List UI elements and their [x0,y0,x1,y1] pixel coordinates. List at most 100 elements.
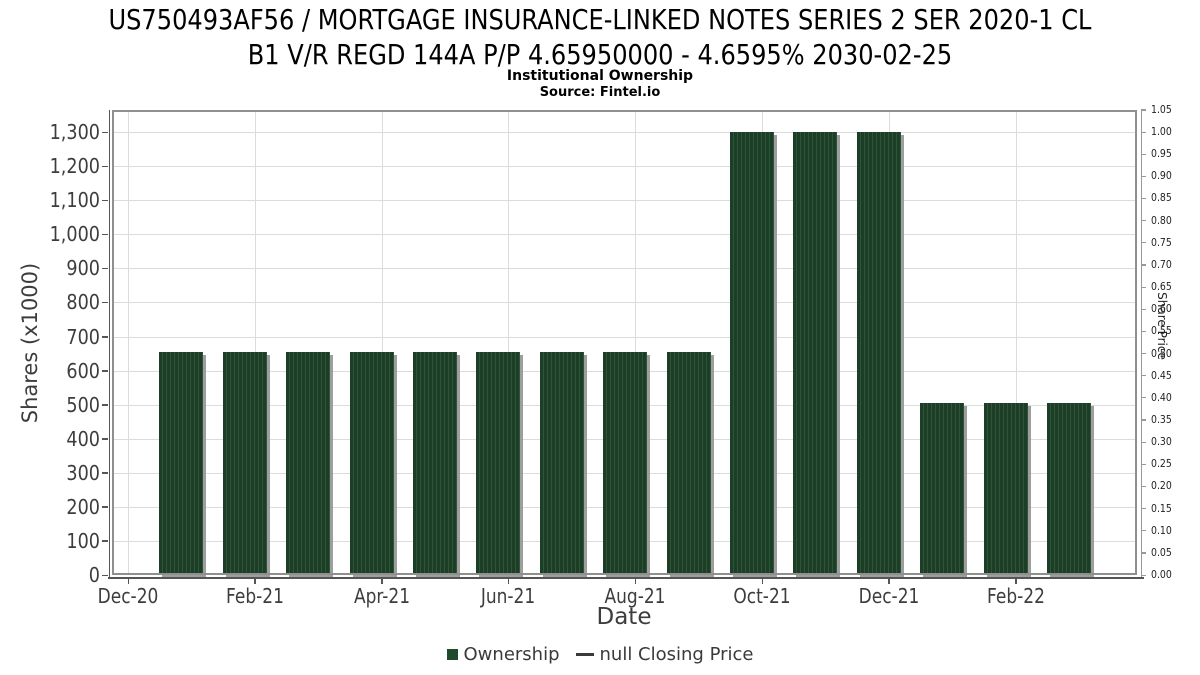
x-tick-label: Dec-20 [97,584,159,608]
right-tick-label: 0.90 [1151,169,1172,183]
left-tick [102,336,108,338]
right-tick [1141,330,1146,332]
gridline-vertical [381,110,383,575]
left-tick [102,233,108,236]
gridline-vertical [254,110,256,575]
right-tick [1141,397,1146,399]
x-tick-label: Oct-21 [733,584,791,608]
left-tick [102,540,108,542]
left-tick [102,370,108,372]
right-tick [1141,264,1146,266]
gridline-horizontal [112,302,1137,304]
right-tick [1141,375,1146,377]
left-tick [102,574,108,576]
right-tick-label: 0.95 [1151,147,1172,161]
right-tick [1141,175,1146,177]
right-tick [1141,574,1146,576]
gridline-horizontal [112,166,1137,168]
x-axis-title: Date [596,604,652,630]
x-tick-label: Feb-21 [225,584,284,608]
chart-title-line-2: B1 V/R REGD 144A P/P 4.65950000 - 4.6595… [247,38,953,71]
left-tick [102,404,108,406]
left-tick [102,438,108,440]
right-tick [1141,197,1146,200]
x-tick [634,578,637,584]
right-tick-label: 0.60 [1151,302,1172,316]
bar-feb-21 [222,351,267,575]
chart-subtitle: Institutional Ownership [506,68,694,84]
right-tick-label: 0.40 [1151,390,1172,404]
gridline-vertical [128,110,129,575]
gridline-vertical [508,110,510,575]
right-tick-label: 0.35 [1151,412,1172,426]
right-tick-label: 1.05 [1151,102,1172,116]
bar-jan-21 [159,351,204,575]
left-tick-label: 400 [66,426,100,451]
bar-jun-21 [476,351,521,575]
right-tick-label: 0.65 [1151,280,1172,294]
right-tick-label: 0.45 [1151,368,1172,382]
left-tick-label: 1,100 [49,188,100,213]
right-tick-label: 0.25 [1151,457,1172,471]
x-tick-label: Jun-21 [481,584,536,608]
right-axis-spine [1141,110,1143,577]
left-tick-label: 700 [66,324,100,349]
gridline-horizontal [112,268,1137,270]
right-tick-label: 0.50 [1151,346,1172,360]
left-tick-label: 800 [66,290,100,315]
legend-label-closing-price: null Closing Price [599,644,754,665]
left-tick-label: 300 [66,460,100,485]
gridline-vertical [635,110,637,575]
legend-item-ownership: Ownership [446,644,560,665]
gridline-horizontal [112,336,1137,338]
bar-mar-21 [286,351,331,575]
bar-jan-22 [920,402,965,575]
right-tick-label: 1.00 [1151,125,1172,138]
bar-may-21 [413,351,457,575]
right-tick [1141,308,1146,310]
bar-sep-21 [666,351,711,575]
left-tick-label: 900 [66,256,100,281]
left-tick-label: 600 [66,358,100,383]
x-tick [127,578,129,584]
right-tick [1141,286,1146,288]
left-tick-label: 200 [66,494,100,519]
x-tick [254,578,256,584]
right-tick [1141,530,1146,532]
chart-title-line-1: US750493AF56 / MORTGAGE INSURANCE-LINKED… [108,3,1092,36]
bar-mar-22 [1047,402,1091,575]
right-tick-label: 0.80 [1151,213,1172,227]
ownership-swatch-icon [446,649,458,660]
bar-feb-22 [983,402,1028,575]
bar-apr-21 [349,351,394,575]
right-tick [1141,153,1146,155]
right-tick [1141,485,1146,488]
x-tick-label: Feb-22 [986,584,1045,608]
right-tick-label: 0.75 [1151,235,1172,249]
right-tick-label: 0.15 [1151,501,1172,515]
bar-nov-21 [793,132,838,575]
x-tick-label: Dec-21 [858,584,920,608]
right-tick [1141,552,1146,554]
gridline-horizontal [112,234,1137,236]
chart-source: Source: Fintel.io [539,85,661,100]
right-tick-label: 0.10 [1151,523,1172,537]
right-tick [1141,419,1146,421]
bar-jul-21 [539,351,584,575]
right-tick-label: 0.85 [1151,191,1172,205]
right-tick-label: 0.30 [1151,435,1172,449]
right-tick-label: 0.55 [1151,324,1172,338]
left-axis-spine [108,110,110,578]
x-tick [761,578,763,584]
legend: Ownership null Closing Price [0,644,1200,665]
right-tick [1141,353,1146,355]
left-tick [102,131,108,133]
bar-oct-21 [730,132,774,575]
right-tick-label: 0.05 [1151,545,1172,559]
x-tick [381,578,383,584]
right-tick [1141,242,1146,244]
x-tick-label: Apr-21 [353,584,410,608]
right-tick [1141,463,1146,465]
left-tick-label: 1,000 [49,222,100,247]
legend-item-closing-price: null Closing Price [575,644,754,665]
